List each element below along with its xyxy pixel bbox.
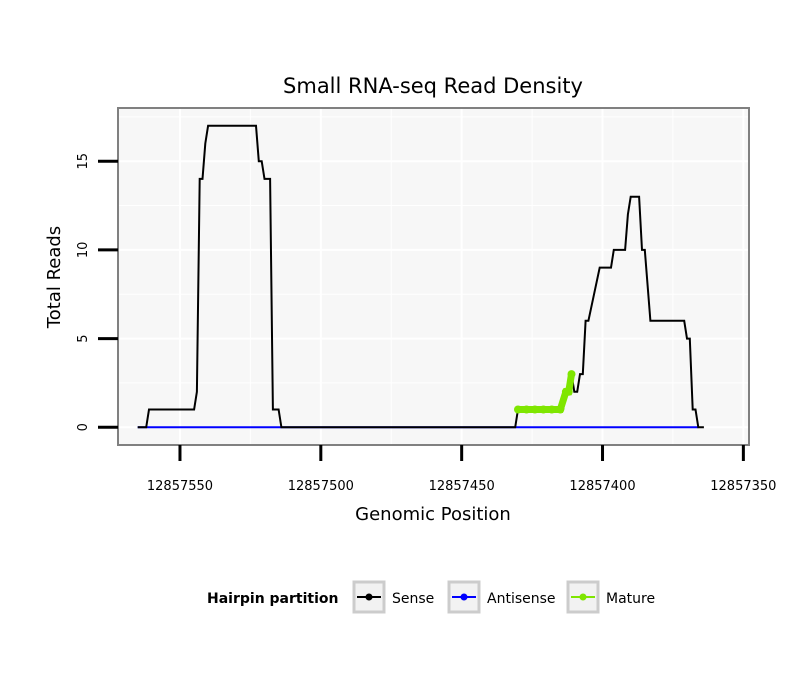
- x-axis-label: Genomic Position: [355, 504, 511, 525]
- legend-key-sense-dot: [365, 593, 373, 601]
- axes: 12857550 12857500 12857450 12857400 12857350…: [76, 153, 776, 494]
- series-point-mature: [539, 405, 548, 414]
- y-tick-label: 0: [76, 423, 91, 431]
- series-point-mature: [547, 405, 556, 414]
- legend-label-sense: Sense: [392, 591, 434, 607]
- series-point-mature: [514, 405, 522, 414]
- x-tick-label: 12857550: [147, 479, 213, 494]
- y-tick-label: 10: [76, 242, 91, 259]
- x-tick-label: 12857500: [288, 479, 354, 494]
- series-point-mature: [556, 405, 565, 414]
- legend-item-sense: Sense: [352, 580, 434, 614]
- panel-border: [117, 107, 750, 446]
- legend-title: Hairpin partition: [207, 591, 338, 607]
- series-point-mature: [522, 405, 531, 414]
- x-tick-label: 12857350: [710, 479, 776, 494]
- series-point-mature: [567, 370, 576, 379]
- legend-key-mature-dot: [579, 593, 587, 601]
- x-tick-label: 12857450: [429, 479, 495, 494]
- legend: Hairpin partition Sense Antisense Mature: [207, 580, 655, 614]
- legend-key-antisense-dot: [460, 593, 468, 601]
- chart-title: Small RNA-seq Read Density: [283, 74, 583, 98]
- y-axis-label: Total Reads: [44, 226, 65, 329]
- series-point-mature: [564, 387, 573, 396]
- series-layer: [137, 124, 704, 429]
- series-point-mature: [530, 405, 539, 414]
- legend-label-antisense: Antisense: [487, 591, 556, 607]
- panel-background: [118, 108, 749, 445]
- legend-item-antisense: Antisense: [447, 580, 556, 614]
- plot-panel: [118, 108, 749, 445]
- y-tick-label: 15: [76, 153, 91, 170]
- legend-item-mature: Mature: [566, 580, 655, 614]
- legend-label-mature: Mature: [606, 591, 655, 607]
- x-tick-label: 12857400: [569, 479, 635, 494]
- y-tick-label: 5: [76, 334, 91, 342]
